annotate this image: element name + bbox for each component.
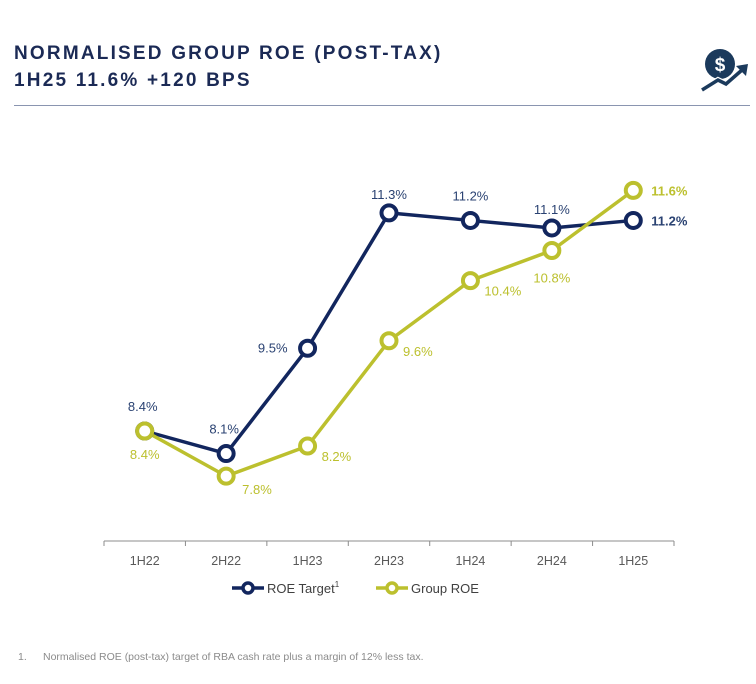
legend-item-roe-target: ROE Target1 bbox=[232, 580, 340, 596]
data-point-group-roe bbox=[216, 466, 236, 486]
data-label-roe-target: 11.2% bbox=[651, 213, 688, 228]
legend-marker-icon bbox=[241, 581, 255, 595]
data-point-group-roe bbox=[135, 421, 155, 441]
svg-text:$: $ bbox=[715, 55, 726, 76]
data-label-group-roe: 9.6% bbox=[403, 344, 433, 359]
data-point-roe-target bbox=[623, 210, 643, 230]
x-tick-label: 2H23 bbox=[374, 554, 404, 568]
x-tick-label: 1H22 bbox=[130, 554, 160, 568]
footnote-number: 1. bbox=[18, 651, 27, 663]
header-divider bbox=[14, 105, 750, 106]
legend-superscript: 1 bbox=[335, 580, 340, 589]
data-point-group-roe bbox=[379, 331, 399, 351]
data-point-roe-target bbox=[216, 444, 236, 464]
data-point-group-roe bbox=[623, 180, 643, 200]
data-label-group-roe: 10.8% bbox=[533, 271, 570, 286]
x-tick-label: 1H23 bbox=[293, 554, 323, 568]
page-title: NORMALISED GROUP ROE (POST-TAX) 1H25 11.… bbox=[14, 40, 443, 94]
x-tick-label: 2H24 bbox=[537, 554, 567, 568]
legend-label: ROE Target1 bbox=[267, 580, 340, 596]
data-point-group-roe bbox=[460, 271, 480, 291]
title-line-1: NORMALISED GROUP ROE (POST-TAX) bbox=[14, 43, 443, 64]
dollar-growth-icon: $ bbox=[700, 49, 748, 93]
data-point-roe-target bbox=[542, 218, 562, 238]
data-point-roe-target bbox=[298, 338, 318, 358]
title-line-2: 1H25 11.6% +120 BPS bbox=[14, 70, 252, 91]
data-label-roe-target: 11.2% bbox=[452, 188, 488, 203]
footnote-text: Normalised ROE (post-tax) target of RBA … bbox=[43, 651, 424, 663]
data-label-group-roe: 8.4% bbox=[130, 447, 160, 462]
data-point-roe-target bbox=[460, 210, 480, 230]
data-label-roe-target: 8.4% bbox=[128, 399, 158, 414]
footnote: 1. Normalised ROE (post-tax) target of RB… bbox=[18, 651, 424, 663]
data-label-roe-target: 11.1% bbox=[534, 202, 570, 217]
legend-label: Group ROE bbox=[411, 581, 479, 596]
x-tick-label: 2H22 bbox=[211, 554, 241, 568]
data-point-group-roe bbox=[542, 241, 562, 261]
data-label-group-roe: 11.6% bbox=[651, 183, 688, 198]
data-label-group-roe: 7.8% bbox=[242, 482, 272, 497]
data-point-roe-target bbox=[379, 203, 399, 223]
data-label-roe-target: 9.5% bbox=[258, 340, 288, 355]
data-label-roe-target: 8.1% bbox=[209, 422, 239, 437]
data-label-group-roe: 8.2% bbox=[322, 449, 352, 464]
legend-marker-icon bbox=[385, 581, 399, 595]
roe-line-chart: 1H22 2H22 1H23 2H23 1H24 2H24 1H25 8.4% 8.1% 9.5… bbox=[103, 180, 688, 596]
data-label-group-roe: 10.4% bbox=[484, 284, 521, 299]
data-point-group-roe bbox=[298, 436, 318, 456]
x-tick-label: 1H25 bbox=[618, 554, 648, 568]
legend-item-group-roe: Group ROE bbox=[376, 581, 479, 596]
x-tick-label: 1H24 bbox=[455, 554, 485, 568]
data-label-roe-target: 11.3% bbox=[371, 187, 407, 202]
